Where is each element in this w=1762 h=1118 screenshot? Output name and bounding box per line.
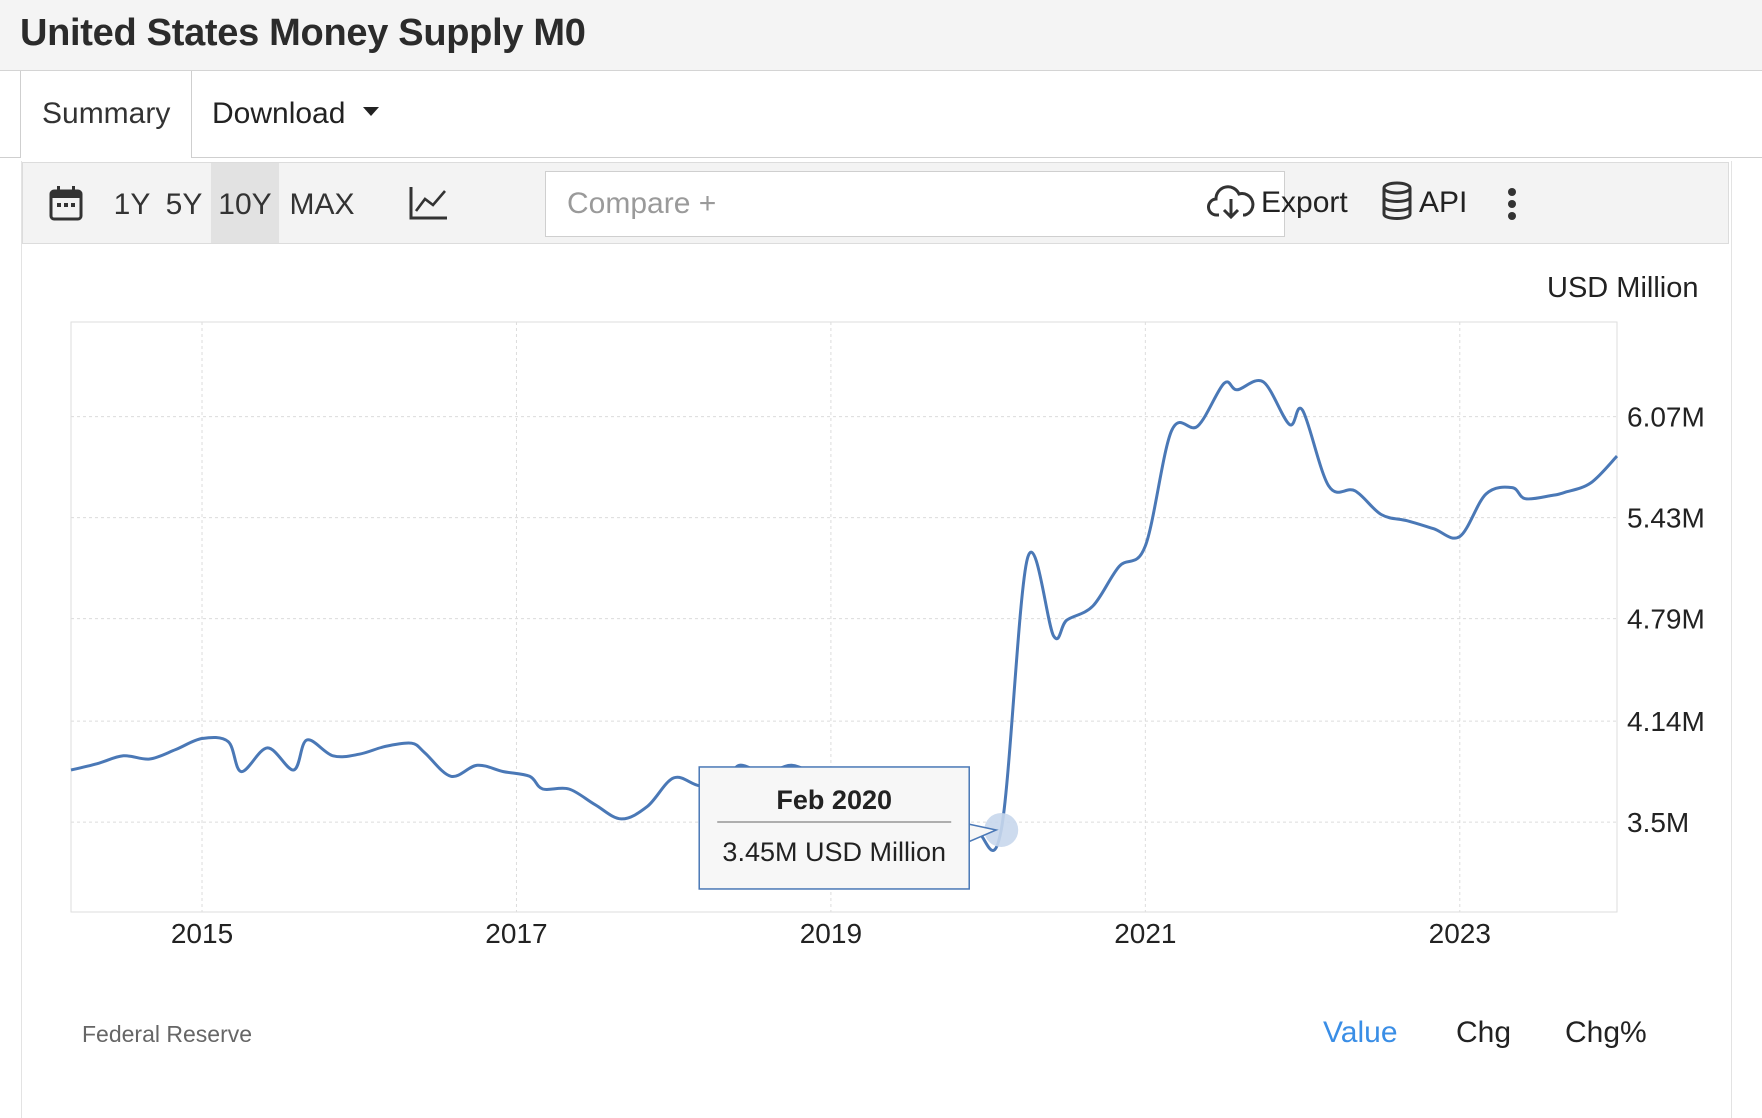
- mode-value-button[interactable]: Value: [1323, 1016, 1398, 1049]
- range-10y-button[interactable]: 10Y: [211, 163, 279, 243]
- export-button[interactable]: Export: [1261, 186, 1348, 219]
- caret-down-icon: [363, 106, 380, 116]
- x-tick-label: 2019: [800, 918, 862, 949]
- page-title: United States Money Supply M0: [20, 12, 586, 54]
- y-tick-label: 4.79M: [1627, 604, 1705, 635]
- y-tick-label: 4.14M: [1627, 706, 1705, 737]
- plot-area: [70, 321, 1618, 913]
- y-tick-label: 5.43M: [1627, 503, 1705, 534]
- cloud-download-icon[interactable]: [1207, 183, 1255, 228]
- database-icon[interactable]: [1381, 181, 1413, 226]
- y-tick-label: 6.07M: [1627, 402, 1705, 433]
- calendar-icon[interactable]: [49, 185, 83, 226]
- range-max-button[interactable]: MAX: [289, 188, 355, 221]
- mode-chgpct-button[interactable]: Chg%: [1565, 1016, 1647, 1049]
- range-5y-button[interactable]: 5Y: [165, 188, 203, 221]
- line-chart-icon[interactable]: [409, 185, 449, 226]
- x-tick-label: 2015: [171, 918, 233, 949]
- title-bar: United States Money Supply M0: [0, 0, 1762, 71]
- range-1y-button[interactable]: 1Y: [113, 188, 151, 221]
- x-tick-label: 2021: [1114, 918, 1176, 949]
- tab-summary-label: Summary: [42, 97, 171, 130]
- tab-download-label: Download: [212, 97, 346, 130]
- tooltip-date: Feb 2020: [776, 785, 892, 815]
- chart-panel: [21, 161, 1732, 1118]
- y-tick-label: 3.5M: [1627, 807, 1689, 838]
- hover-point-marker[interactable]: [984, 812, 1019, 847]
- api-button[interactable]: API: [1419, 186, 1468, 219]
- tab-bar: Summary Download: [0, 71, 1762, 158]
- x-tick-label: 2017: [485, 918, 547, 949]
- more-vertical-icon[interactable]: [1507, 187, 1517, 226]
- chart-toolbar: 1Y 5Y 10Y MAX Export API: [22, 162, 1729, 244]
- tooltip-value: 3.45M USD Million: [722, 837, 946, 867]
- chart-tooltip: Feb 2020 3.45M USD Million: [698, 766, 999, 890]
- x-tick-label: 2023: [1429, 918, 1491, 949]
- chart-unit-label: USD Million: [1547, 272, 1699, 304]
- source-label: Federal Reserve: [82, 1021, 253, 1047]
- compare-input[interactable]: [545, 171, 1285, 237]
- mode-chg-button[interactable]: Chg: [1456, 1016, 1512, 1049]
- tab-download[interactable]: Download: [212, 71, 380, 157]
- tab-summary[interactable]: Summary: [20, 71, 192, 158]
